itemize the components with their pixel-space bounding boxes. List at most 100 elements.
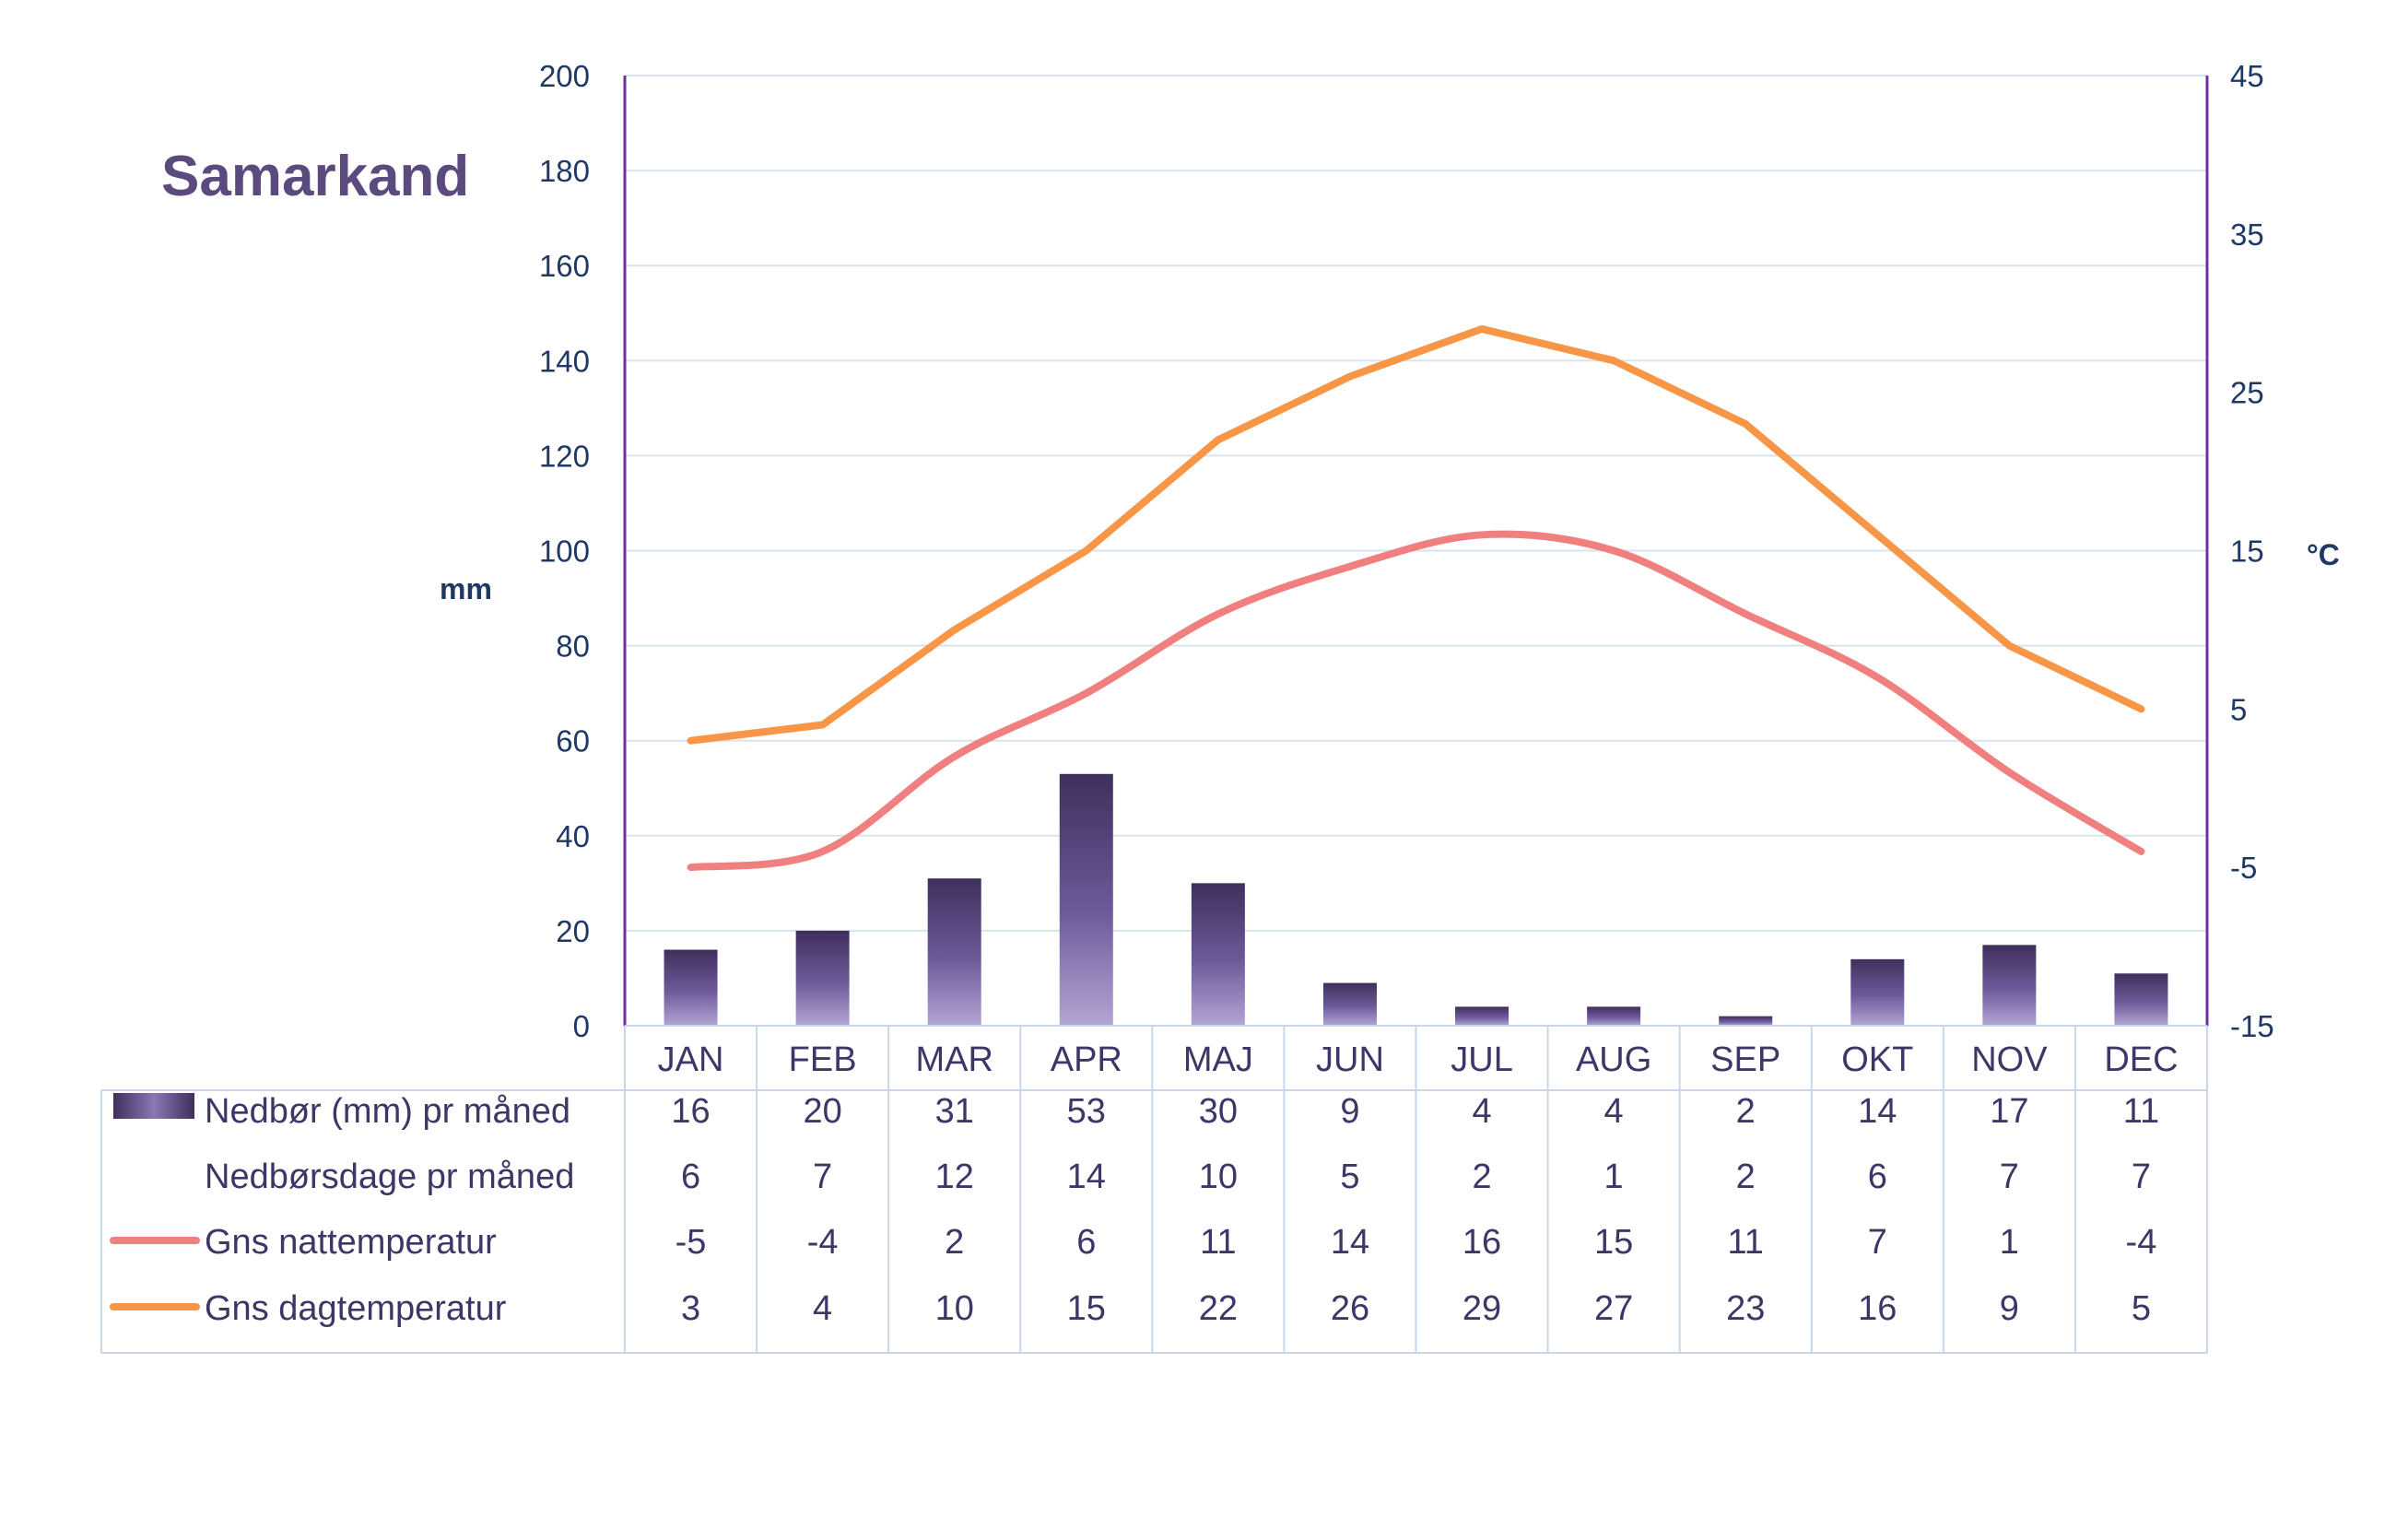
table-cell: 4 xyxy=(1472,1092,1491,1131)
month-label: FEB xyxy=(789,1040,857,1079)
row-label: Gns nattemperatur xyxy=(205,1223,497,1262)
table-cell: 31 xyxy=(935,1092,974,1131)
axes: 0 20 40 60 80 100 120 140 160 180 200 -15 -5 5 15 25 35 4… xyxy=(539,59,2274,1043)
gridlines xyxy=(625,75,2207,932)
right-tick-label: 15 xyxy=(2230,535,2264,569)
table-cell: 29 xyxy=(1462,1289,1501,1328)
table-cell: 15 xyxy=(1067,1289,1106,1328)
table-cell: 53 xyxy=(1067,1092,1106,1131)
row-label: Nedbør (mm) pr måned xyxy=(205,1092,570,1131)
left-tick-label: 20 xyxy=(556,914,590,948)
table-cell: 27 xyxy=(1594,1289,1633,1328)
table-cell: -5 xyxy=(675,1223,707,1262)
right-tick-label: 5 xyxy=(2230,692,2247,726)
left-tick-label: 80 xyxy=(556,629,590,664)
right-axis-unit: °C xyxy=(2307,538,2340,571)
row-label: Gns dagtemperatur xyxy=(205,1289,507,1328)
precipitation-bar xyxy=(664,949,718,1026)
table-cell: -4 xyxy=(807,1223,839,1262)
table-cell: 7 xyxy=(2132,1158,2151,1196)
table-cell: 6 xyxy=(1868,1158,1887,1196)
left-tick-label: 40 xyxy=(556,819,590,853)
table-cell: 14 xyxy=(1858,1092,1897,1131)
night-temperature-line xyxy=(687,530,2145,872)
table-cell: 2 xyxy=(1736,1158,1756,1196)
table-cell: 20 xyxy=(803,1092,841,1131)
table-cell: 16 xyxy=(1858,1289,1897,1328)
table-cell: 22 xyxy=(1199,1289,1238,1328)
month-label: OKT xyxy=(1841,1040,1913,1079)
precipitation-bar xyxy=(795,930,850,1026)
table-cell: 5 xyxy=(2132,1289,2151,1328)
table-cell: 1 xyxy=(2000,1223,2019,1262)
table-cell: 9 xyxy=(1340,1092,1359,1131)
precipitation-bar xyxy=(1719,1016,1773,1026)
table-cell: 16 xyxy=(671,1092,710,1131)
left-tick-label: 0 xyxy=(573,1009,590,1043)
temperature-lines xyxy=(687,324,2145,872)
month-label: JAN xyxy=(658,1040,724,1079)
month-label: AUG xyxy=(1576,1040,1651,1079)
month-label: SEP xyxy=(1710,1040,1780,1079)
precipitation-bar xyxy=(1587,1006,1641,1026)
table-cell: 2 xyxy=(1736,1092,1756,1131)
table-cell: 7 xyxy=(2000,1158,2019,1196)
table-cell: 6 xyxy=(681,1158,700,1196)
month-label: DEC xyxy=(2104,1040,2178,1079)
day-temperature-line xyxy=(687,324,2145,745)
precipitation-bar xyxy=(1059,773,1113,1026)
table-cell: 23 xyxy=(1726,1289,1765,1328)
right-tick-label: 45 xyxy=(2230,59,2264,93)
table-cell: 2 xyxy=(1472,1158,1491,1196)
table-cell: 17 xyxy=(1990,1092,2028,1131)
table-cell: 11 xyxy=(2123,1092,2159,1131)
table-cell: 2 xyxy=(945,1223,964,1262)
table-cell: 16 xyxy=(1462,1223,1501,1262)
left-tick-label: 200 xyxy=(539,59,590,93)
month-label: APR xyxy=(1051,1040,1122,1079)
table-cell: 6 xyxy=(1076,1223,1096,1262)
legend-key-bar xyxy=(113,1093,194,1119)
precipitation-bar xyxy=(1455,1006,1509,1026)
right-tick-label: 35 xyxy=(2230,217,2264,252)
table-cell: 7 xyxy=(1868,1223,1887,1262)
table-cell: 26 xyxy=(1331,1289,1369,1328)
month-label: NOV xyxy=(1971,1040,2048,1079)
left-tick-label: 60 xyxy=(556,724,590,758)
table-cell: 14 xyxy=(1067,1158,1106,1196)
table-cell: 11 xyxy=(1727,1223,1763,1262)
data-table: JAN FEB MAR APR MAJ JUN JUL AUG SEP OKT NOV DEC Nedb… xyxy=(100,1025,2208,1354)
table-cell: -4 xyxy=(2126,1223,2157,1262)
right-tick-label: -5 xyxy=(2230,851,2257,885)
left-tick-label: 160 xyxy=(539,249,590,283)
table-cell: 3 xyxy=(681,1289,700,1328)
table-cell: 5 xyxy=(1340,1158,1359,1196)
table-cell: 9 xyxy=(2000,1289,2019,1328)
chart-title: Samarkand xyxy=(161,145,469,208)
precipitation-bar xyxy=(2114,973,2168,1026)
table-cell: 7 xyxy=(813,1158,832,1196)
table-cell: 15 xyxy=(1594,1223,1633,1262)
right-tick-label: -15 xyxy=(2230,1009,2274,1043)
table-cell: 4 xyxy=(813,1289,832,1328)
month-label: JUN xyxy=(1316,1040,1384,1079)
table-cell: 4 xyxy=(1604,1092,1624,1131)
left-axis-unit: mm xyxy=(440,572,492,605)
precipitation-bars xyxy=(664,773,2168,1026)
precipitation-bar xyxy=(1322,982,1377,1026)
table-cell: 1 xyxy=(1604,1158,1624,1196)
left-tick-label: 120 xyxy=(539,439,590,473)
table-cell: 14 xyxy=(1331,1223,1369,1262)
left-tick-label: 100 xyxy=(539,535,590,569)
table-cell: 10 xyxy=(935,1289,974,1328)
month-label: MAR xyxy=(915,1040,993,1079)
left-tick-label: 140 xyxy=(539,344,590,378)
table-cell: 30 xyxy=(1199,1092,1238,1131)
month-label: MAJ xyxy=(1183,1040,1253,1079)
precipitation-bar xyxy=(1982,945,2037,1026)
left-tick-label: 180 xyxy=(539,154,590,188)
row-label: Nedbørsdage pr måned xyxy=(205,1158,574,1196)
precipitation-bar xyxy=(1850,958,1905,1026)
